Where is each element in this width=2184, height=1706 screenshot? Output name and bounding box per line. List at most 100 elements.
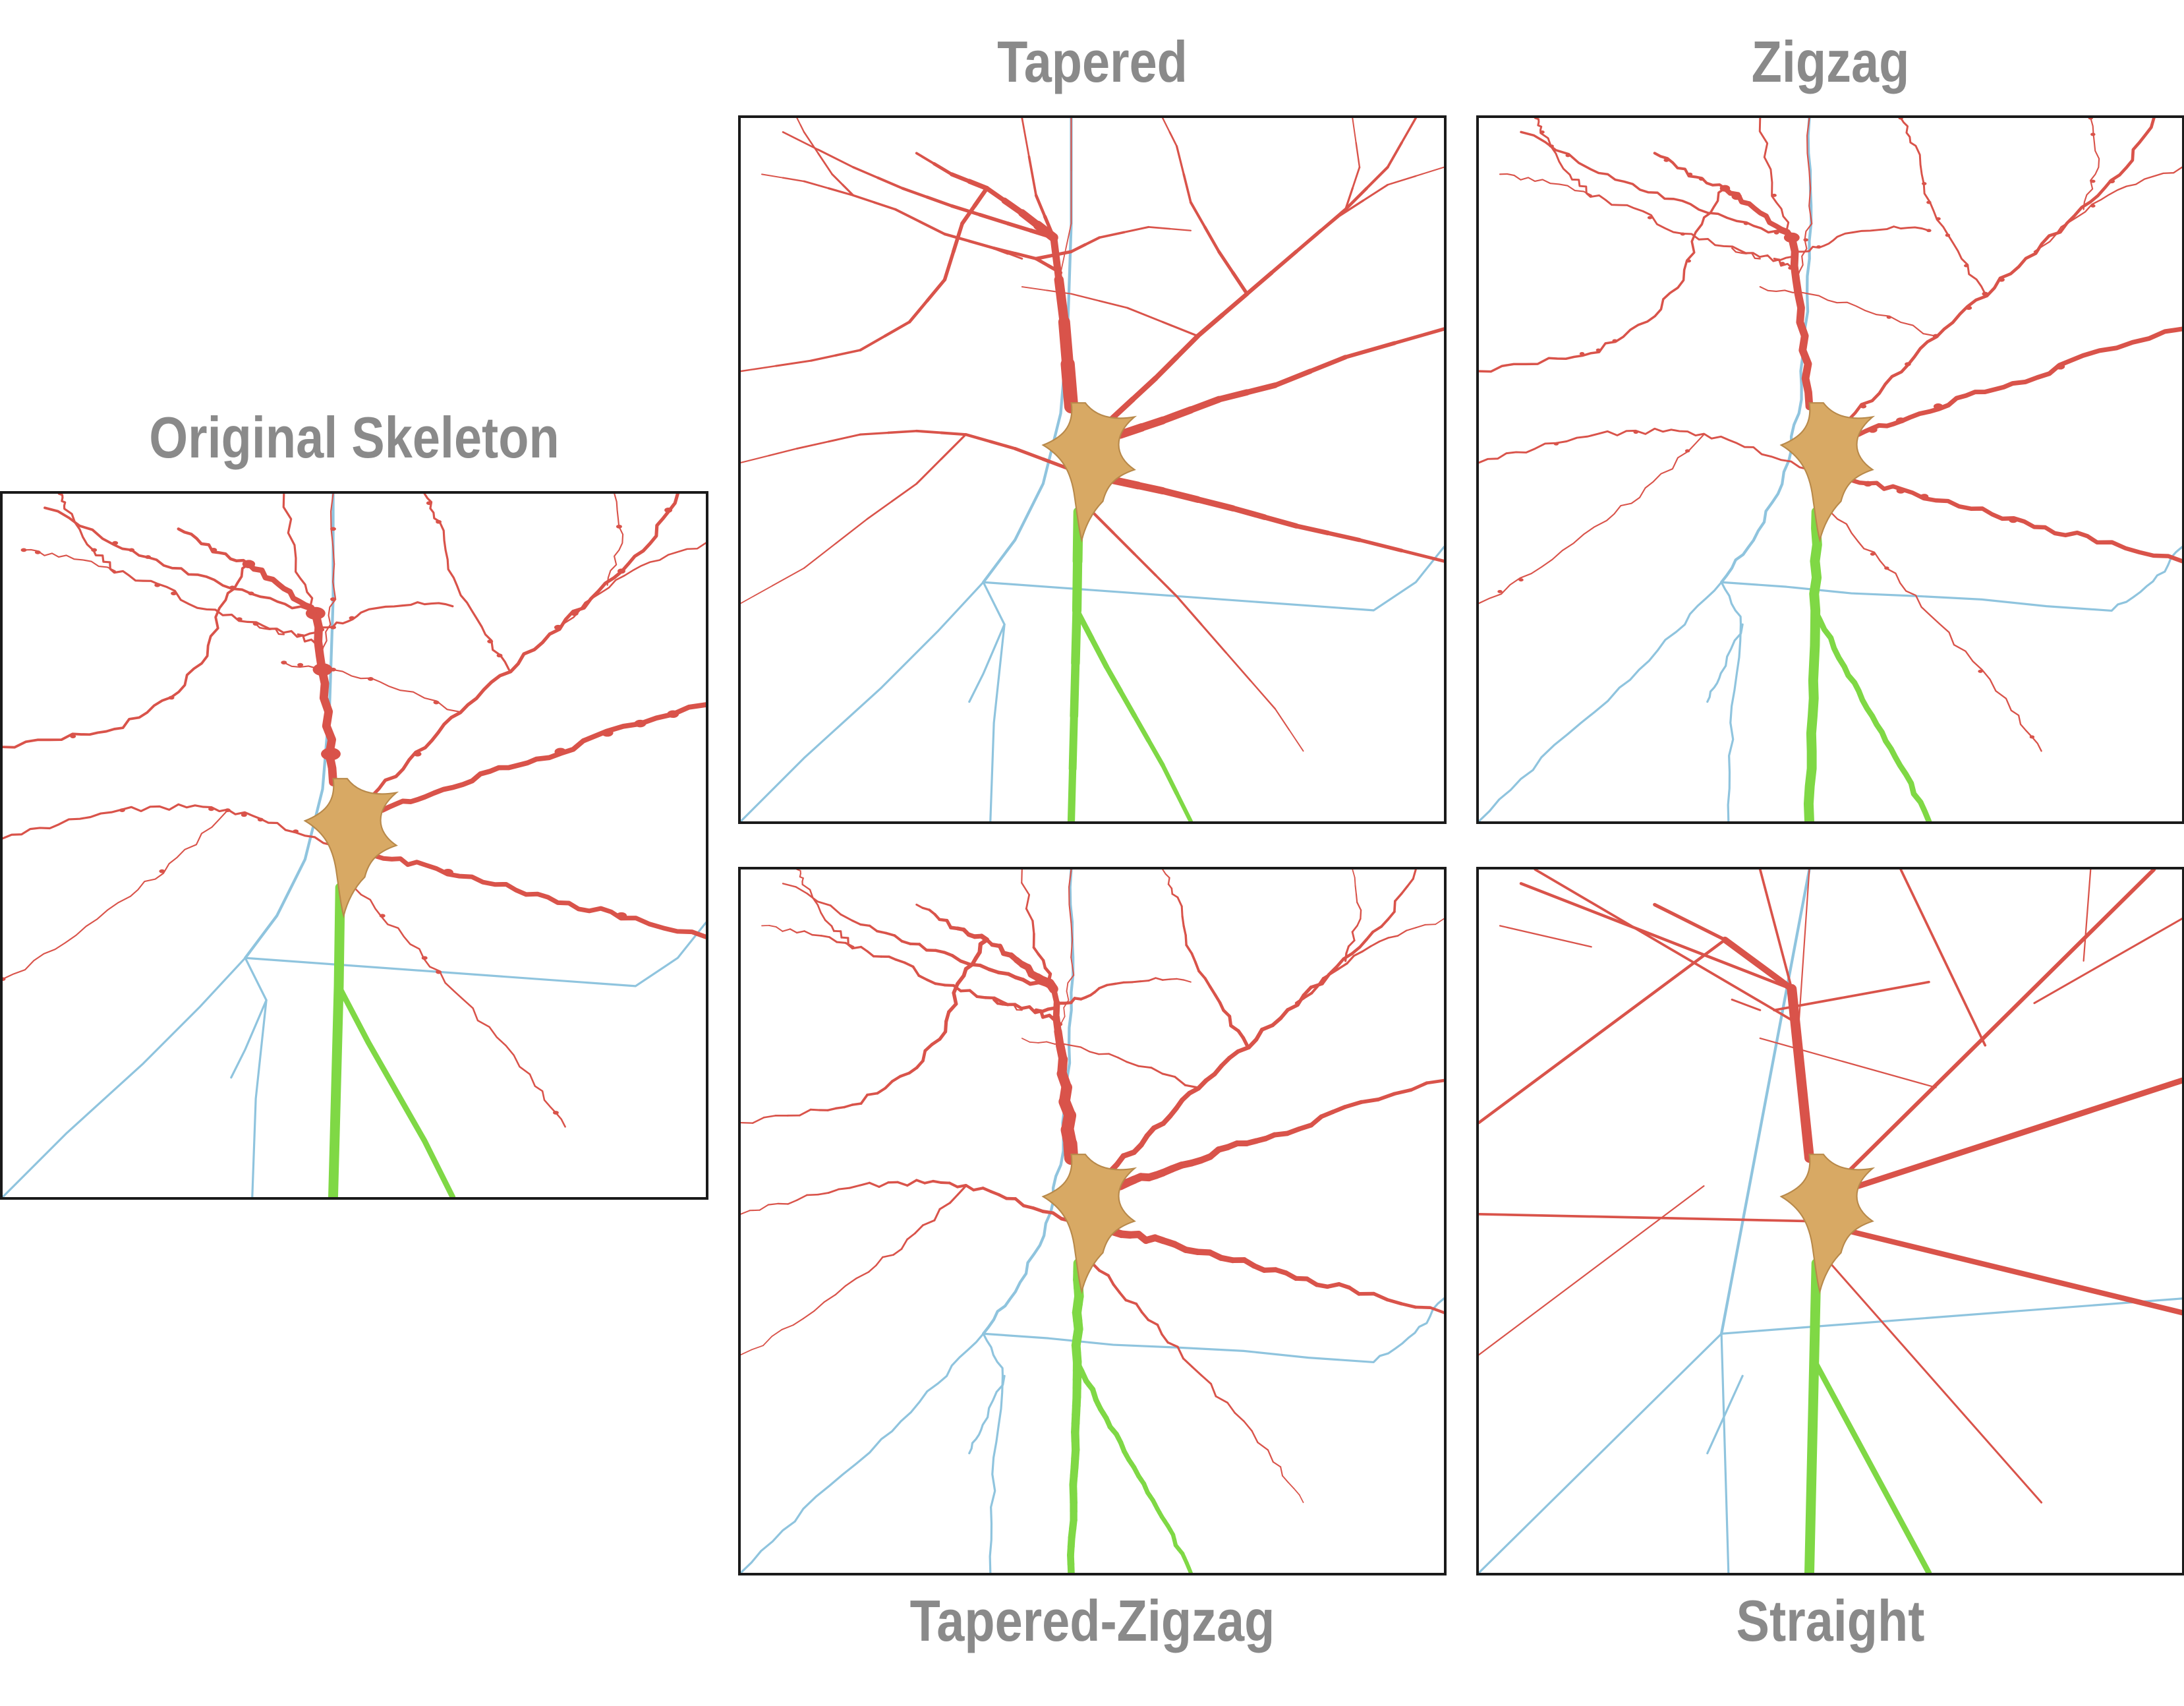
dendrite-branch bbox=[761, 173, 855, 196]
dendrite-branch-segment bbox=[787, 1199, 798, 1205]
dendrite-branch-segment bbox=[1021, 1204, 1035, 1210]
varicosity bbox=[1926, 229, 1932, 233]
axon-initial-segment bbox=[1067, 507, 1083, 821]
dendrite-branch bbox=[741, 937, 989, 1124]
dendrite-branch-segment bbox=[1310, 984, 1319, 995]
dendrite-branch-segment bbox=[917, 974, 929, 982]
dendrite-branch-segment bbox=[975, 995, 987, 999]
varicosity bbox=[1863, 481, 1872, 487]
dendrite-branch-segment bbox=[751, 1345, 764, 1351]
dendrite-branch-segment bbox=[1139, 980, 1150, 983]
dendrite-branch-segment bbox=[923, 1179, 934, 1185]
dendrite-branch-segment bbox=[923, 1043, 934, 1053]
dendrite-branch-segment bbox=[741, 1349, 753, 1356]
dendrite-branch-segment bbox=[1109, 476, 1142, 490]
dendrite-branch-segment bbox=[1046, 1041, 1056, 1045]
neuron-render-tapered-zigzag bbox=[741, 869, 1444, 1573]
dendrite-branch-segment bbox=[1321, 972, 1333, 980]
varicosity bbox=[159, 869, 165, 873]
dendrite-branch-segment bbox=[1294, 523, 1331, 536]
dendrite-branch-segment bbox=[1051, 1211, 1064, 1221]
varicosity bbox=[664, 508, 673, 513]
dendrite-branch-segment bbox=[933, 1208, 941, 1221]
dendrite-branch-segment bbox=[1215, 1395, 1228, 1404]
axon-initial-segment-segment bbox=[1067, 1560, 1075, 1573]
dendrite-branch-segment bbox=[1122, 225, 1150, 233]
varicosity bbox=[367, 677, 374, 681]
dendrite-branch-segment bbox=[1187, 396, 1222, 413]
varicosity bbox=[552, 1111, 559, 1115]
varicosity bbox=[330, 527, 336, 531]
dendrite-branch-segment bbox=[1330, 967, 1340, 975]
dendrite-branch-segment bbox=[1147, 977, 1157, 982]
dendrite-branch bbox=[1294, 166, 1444, 253]
dendrite-branch bbox=[1479, 434, 1705, 604]
dendrite-branch-segment bbox=[782, 177, 805, 183]
dendrite-branch bbox=[370, 494, 679, 798]
varicosity bbox=[1868, 426, 1878, 433]
dendrite-branch-segment bbox=[1159, 487, 1201, 503]
dendrite-branch-segment bbox=[1429, 1306, 1444, 1314]
dendrite-branch-segment bbox=[956, 1183, 967, 1189]
dendrite-branch bbox=[283, 662, 461, 713]
dendrite-branch bbox=[2033, 918, 2182, 1005]
varicosity bbox=[229, 585, 236, 590]
title-tapered-zigzag: Tapered-Zigzag bbox=[909, 1588, 1275, 1653]
axon-initial-segment-segment bbox=[1186, 1566, 1193, 1573]
dendrite-branch-segment bbox=[867, 1264, 877, 1273]
dendrite-branch-segment bbox=[789, 928, 798, 934]
axon-initial-segment bbox=[1074, 1359, 1193, 1573]
dendrite-branch-segment bbox=[1175, 145, 1185, 175]
dendrite-branch-segment bbox=[1203, 977, 1212, 988]
varicosity bbox=[1921, 182, 1927, 186]
dendrite-branch-segment bbox=[1098, 300, 1129, 309]
dendrite-branch-segment bbox=[1174, 1075, 1186, 1086]
axon-initial-segment-segment bbox=[1160, 763, 1179, 796]
dendrite-branch-segment bbox=[801, 883, 811, 891]
dendrite-branch-segment bbox=[984, 996, 996, 1000]
axon-branch bbox=[981, 118, 1073, 584]
soma bbox=[1041, 402, 1137, 543]
dendrite-branch bbox=[782, 131, 1056, 240]
dendrite-branch-segment bbox=[840, 936, 849, 939]
dendrite-branch-segment bbox=[915, 429, 943, 434]
dendrite-branch-segment bbox=[782, 883, 797, 888]
dendrite-branch-segment bbox=[803, 543, 837, 569]
dendrite-branch-segment bbox=[900, 939, 912, 945]
dendrite-branch bbox=[1050, 986, 1079, 1165]
dendrite-branch-segment bbox=[919, 220, 946, 236]
dendrite-branch-segment bbox=[884, 931, 896, 937]
dendrite-branch-segment bbox=[1046, 289, 1072, 295]
dendrite-branch-segment bbox=[1054, 275, 1070, 327]
dendrite-branch-segment bbox=[1065, 223, 1072, 249]
dendrite-branch bbox=[1021, 118, 1056, 240]
dendrite-branch-segment bbox=[1098, 984, 1108, 990]
varicosity bbox=[1680, 232, 1686, 236]
dendrite-branch bbox=[2083, 869, 2092, 962]
dendrite-branch-segment bbox=[1351, 925, 1358, 933]
dendrite-branch-segment bbox=[878, 1181, 890, 1189]
dendrite-branch-segment bbox=[921, 906, 931, 911]
varicosity bbox=[2090, 132, 2096, 136]
dendrite-branch-segment bbox=[1097, 1269, 1110, 1277]
dendrite-branch-segment bbox=[768, 924, 777, 928]
dendrite-branch-segment bbox=[1355, 893, 1358, 903]
dendrite-branch bbox=[741, 429, 1074, 472]
varicosity bbox=[119, 808, 125, 813]
dendrite-branch-segment bbox=[884, 1080, 894, 1090]
dendrite-branch bbox=[1731, 247, 1761, 260]
dendrite-branch-segment bbox=[843, 1103, 854, 1109]
dendrite-branch-segment bbox=[1286, 1003, 1300, 1012]
dendrite-branch-segment bbox=[1194, 496, 1236, 512]
soma bbox=[1779, 1154, 1876, 1295]
dendrite-branch-segment bbox=[1041, 1210, 1055, 1215]
dendrite-branch bbox=[1731, 998, 1762, 1011]
dendrite-branch bbox=[1109, 476, 1444, 563]
varicosity bbox=[330, 597, 336, 601]
dendrite-branch-segment bbox=[859, 334, 886, 352]
dendrite-branch-segment bbox=[1189, 201, 1207, 229]
dendrite-branch-segment bbox=[1070, 956, 1075, 976]
varicosity bbox=[1686, 259, 1692, 263]
dendrite-branch-segment bbox=[1365, 930, 1375, 941]
dendrite-branch-segment bbox=[901, 187, 929, 199]
